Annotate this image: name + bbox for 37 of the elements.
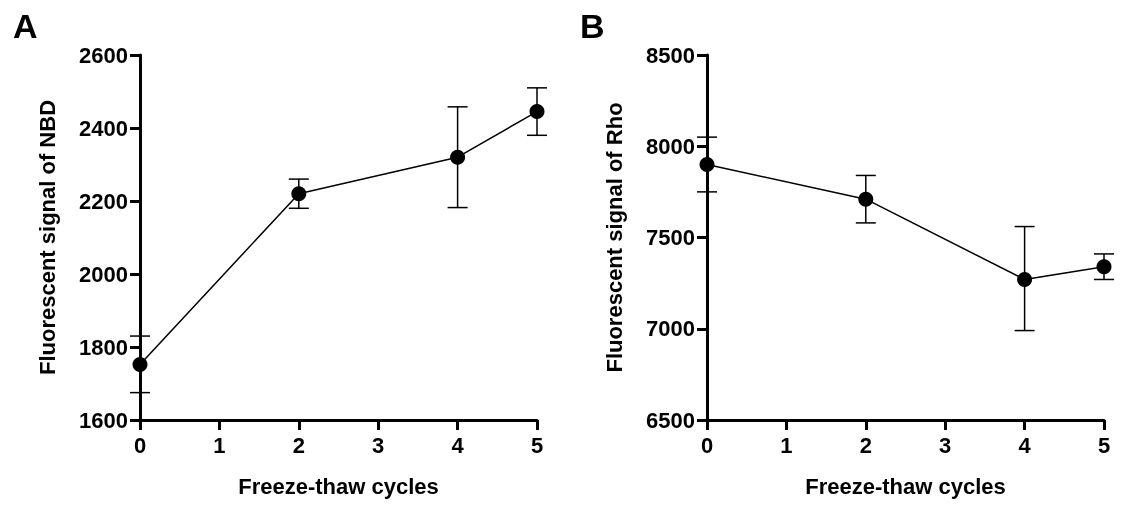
chart-title: A: [13, 7, 38, 45]
y-tick-label: 8000: [646, 133, 695, 159]
y-tick-label: 2600: [79, 42, 128, 68]
x-tick-label: 1: [213, 432, 226, 458]
x-axis-title: Freeze-thaw cycles: [238, 473, 439, 499]
point: [1096, 259, 1112, 275]
x-axis-title: Freeze-thaw cycles: [805, 473, 1006, 499]
x-tick-label: 2: [292, 432, 305, 458]
x-tick-label: 1: [780, 432, 793, 458]
x-tick-label: 0: [133, 432, 147, 458]
y-tick-label: 1800: [79, 334, 128, 360]
x-tick-label: 4: [1018, 432, 1032, 458]
x-tick-label: 5: [1097, 432, 1111, 458]
point: [1017, 271, 1033, 287]
y-tick-label: 2000: [79, 261, 128, 287]
y-axis-title: Fluorescent signal of Rho: [601, 102, 627, 373]
x-tick-label: 3: [372, 432, 385, 458]
x-tick-label: 2: [859, 432, 872, 458]
y-tick-label: 7000: [646, 316, 695, 342]
x-tick-label: 4: [451, 432, 465, 458]
point: [450, 149, 466, 165]
point: [699, 157, 715, 172]
x-tick-label: 5: [530, 432, 544, 458]
y-tick-label: 2200: [79, 188, 128, 214]
y-axis-title: Fluorescent signal of NBD: [34, 99, 60, 376]
point: [529, 104, 545, 120]
point: [132, 357, 148, 373]
point: [858, 191, 874, 207]
y-tick-label: 8500: [646, 42, 695, 68]
y-tick-label: 7500: [646, 225, 695, 250]
y-tick-label: 2400: [79, 115, 128, 141]
y-tick-label: 6500: [646, 407, 695, 433]
x-tick-label: 3: [939, 432, 952, 458]
point: [291, 186, 307, 202]
y-tick-label: 1600: [79, 407, 128, 433]
x-tick-label: 0: [700, 432, 714, 458]
chart-title: B: [580, 7, 605, 45]
